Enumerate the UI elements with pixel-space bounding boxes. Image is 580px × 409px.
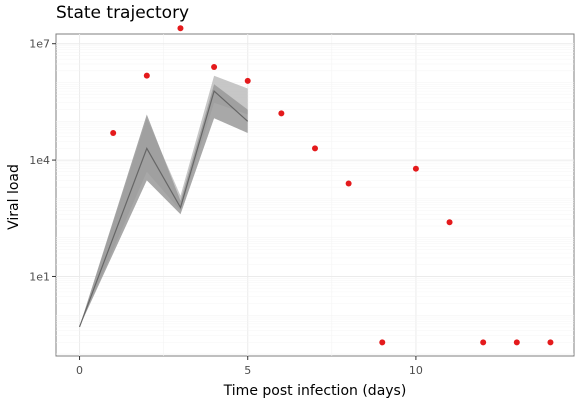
y-tick-label: 1e7 bbox=[29, 38, 50, 51]
observation-point bbox=[412, 165, 419, 172]
plot-panel bbox=[55, 33, 575, 357]
x-tick-label: 5 bbox=[244, 364, 251, 377]
observation-point bbox=[177, 25, 184, 32]
confidence-bands bbox=[79, 75, 248, 327]
observation-points bbox=[110, 25, 554, 346]
observation-point bbox=[244, 77, 251, 84]
confidence-band-1 bbox=[79, 84, 248, 327]
observation-point bbox=[547, 339, 554, 346]
observation-point bbox=[110, 129, 117, 136]
y-tick-label: 1e4 bbox=[29, 154, 50, 167]
x-axis-ticks: 0 5 10 bbox=[76, 356, 423, 377]
x-axis-title: Time post infection (days) bbox=[223, 383, 407, 399]
median-line bbox=[78, 90, 249, 328]
observation-point bbox=[278, 110, 285, 117]
observation-point bbox=[345, 180, 352, 187]
median-trajectory bbox=[78, 90, 249, 328]
x-tick-label: 0 bbox=[76, 364, 83, 377]
x-tick-label: 10 bbox=[409, 364, 423, 377]
chart-title: State trajectory bbox=[56, 3, 190, 23]
observation-point bbox=[446, 219, 453, 226]
observation-point bbox=[312, 145, 318, 152]
y-axis-title: Viral load bbox=[6, 164, 22, 230]
observation-point bbox=[143, 72, 150, 79]
observation-point bbox=[379, 339, 386, 346]
observation-point bbox=[211, 64, 218, 71]
y-axis-ticks: 1e1 1e4 1e7 bbox=[29, 38, 56, 283]
observation-point bbox=[513, 339, 520, 346]
y-tick-label: 1e1 bbox=[29, 270, 50, 283]
observation-point bbox=[480, 339, 487, 346]
